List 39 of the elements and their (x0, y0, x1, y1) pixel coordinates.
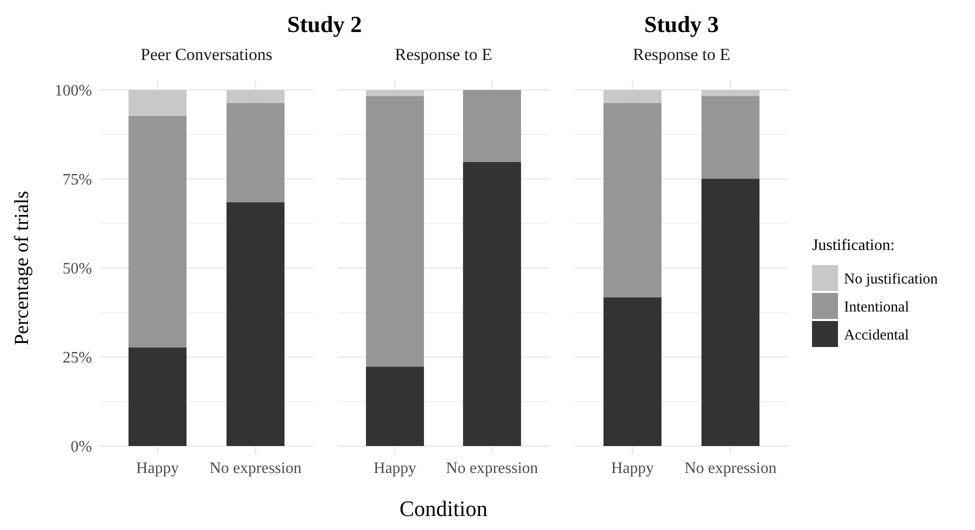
bar (463, 162, 522, 446)
bar (366, 90, 424, 96)
bar (128, 90, 187, 116)
x-tick-label: No expression (209, 460, 302, 477)
legend-title: Justification: (812, 237, 895, 254)
chart-subtitle: Response to E (632, 45, 730, 64)
bar (366, 96, 424, 367)
chart-subtitle: Peer Conversations (140, 45, 272, 64)
y-tick-label: 50% (62, 260, 92, 278)
legend-label: No justification (844, 271, 938, 288)
bar (463, 90, 522, 162)
x-tick-label: Happy (136, 460, 179, 477)
bar (701, 96, 760, 179)
legend-label: Accidental (844, 327, 909, 344)
bar (128, 347, 187, 446)
bar (226, 102, 284, 202)
chart-title: Study 2 (287, 12, 362, 37)
y-tick-label: 75% (62, 172, 92, 189)
x-tick-label: Happy (374, 460, 416, 477)
chart-subtitle: Response to E (394, 45, 492, 64)
bar (604, 297, 662, 446)
bar (226, 90, 284, 103)
y-axis-title: Percentage of trials (11, 190, 33, 346)
x-tick-label: No expression (684, 460, 776, 477)
chart-title: Study 3 (644, 12, 719, 37)
x-tick-label: No expression (446, 460, 538, 477)
bar (366, 366, 424, 446)
bar (604, 90, 662, 103)
legend-label: Intentional (844, 299, 909, 316)
bar (701, 178, 760, 446)
bar (701, 90, 760, 96)
bar (226, 202, 284, 446)
y-tick-label: 0% (70, 438, 92, 456)
x-axis-title: Condition (399, 496, 488, 521)
y-tick-label: 25% (62, 350, 92, 367)
x-tick-label: Happy (611, 460, 654, 477)
bar (604, 102, 662, 298)
bar (128, 116, 187, 348)
y-tick-label: 100% (54, 82, 92, 100)
